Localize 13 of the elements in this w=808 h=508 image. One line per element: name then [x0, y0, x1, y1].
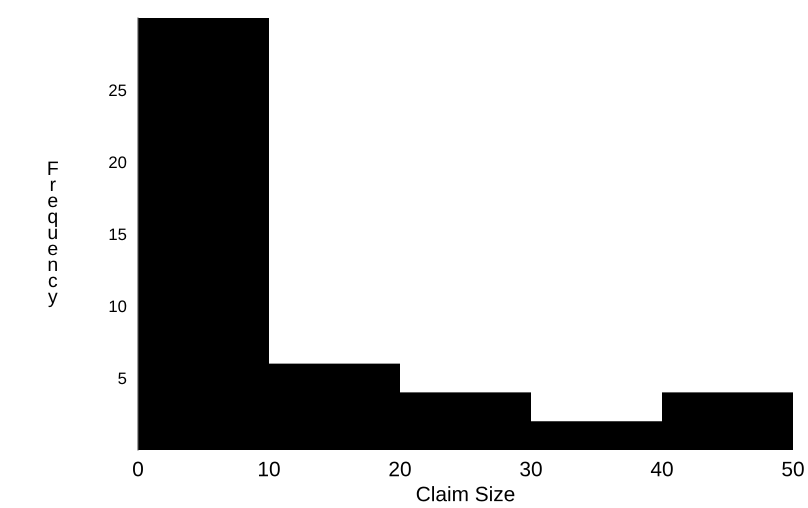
x-tick-label: 20: [389, 462, 411, 476]
y-tick-label: 20: [109, 156, 126, 168]
y-tick-label: 5: [118, 372, 126, 384]
y-tick-label: 25: [109, 84, 126, 96]
text: Frequency: [48, 162, 58, 308]
x-tick-label: 40: [650, 462, 673, 476]
x-tick-label: 0: [133, 462, 143, 476]
x-tick-label: 50: [782, 462, 804, 476]
x-axis-title: Claim Size: [416, 486, 514, 502]
y-tick-label: 10: [110, 300, 126, 312]
y-tick-label: 15: [110, 228, 126, 240]
x-tick-label: 30: [520, 462, 542, 476]
x-tick-label: 10: [259, 462, 280, 476]
